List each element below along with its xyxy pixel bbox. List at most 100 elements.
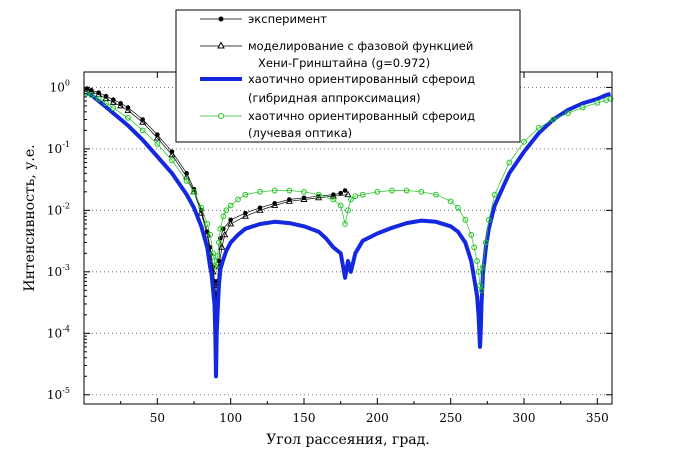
data-point [491, 191, 498, 198]
x-tick-label: 300 [513, 411, 536, 425]
data-point [204, 221, 211, 227]
data-point [344, 190, 352, 198]
legend-marker [217, 41, 225, 49]
data-point [482, 239, 489, 246]
data-point [478, 287, 485, 294]
y-tick-label: 10-4 [47, 324, 70, 340]
data-point [211, 258, 218, 264]
data-point [183, 178, 190, 184]
data-point [216, 239, 222, 246]
data-point [594, 99, 601, 106]
legend-label: (гибридная аппроксимация) [248, 91, 421, 105]
data-point [217, 225, 224, 232]
data-point [285, 197, 293, 204]
data-point [257, 188, 263, 195]
data-point [218, 243, 226, 250]
data-point [256, 206, 264, 213]
series-3 [84, 90, 614, 294]
y-tick-label: 10-1 [47, 140, 70, 156]
data-point [352, 193, 359, 200]
data-point [342, 221, 348, 227]
x-tick-label: 100 [219, 411, 242, 425]
data-point [88, 92, 95, 98]
data-point [95, 95, 102, 102]
data-point [83, 85, 91, 93]
data-point [203, 230, 211, 238]
legend-marker [218, 16, 224, 22]
data-point [329, 192, 337, 199]
data-point [550, 116, 557, 123]
data-point [191, 188, 197, 195]
data-point [468, 231, 475, 238]
data-point [210, 250, 216, 257]
data-point [315, 193, 323, 201]
data-point [221, 230, 229, 238]
data-point [271, 201, 279, 208]
x-tick-label: 250 [439, 411, 462, 425]
data-point [315, 191, 322, 198]
data-point [227, 220, 235, 227]
series-layer [83, 85, 614, 379]
data-point [475, 268, 482, 275]
data-point [153, 134, 161, 141]
data-point [242, 191, 249, 198]
data-point [474, 258, 480, 264]
data-point [286, 187, 293, 194]
ticks: 100 10-1 10-2 10-3 10-4 10-5 50 100 150 200 250 300… [47, 72, 612, 425]
y-axis-title: Интенсивность, у.е. [22, 144, 38, 291]
x-tick-label: 350 [586, 411, 609, 425]
legend-label: (лучевая оптика) [248, 126, 352, 140]
data-point [342, 188, 348, 193]
data-point [348, 196, 354, 203]
data-point [241, 212, 249, 219]
series-line [85, 90, 611, 379]
data-point [154, 141, 161, 147]
data-point [213, 264, 219, 270]
legend-label: хаотично ориентированный сфероид [248, 72, 475, 86]
data-point [198, 204, 205, 211]
data-point [607, 95, 614, 102]
data-point [228, 217, 233, 223]
data-point [235, 196, 241, 203]
data-point [207, 231, 214, 238]
data-point [480, 264, 486, 270]
x-axis-title: Угол рассеяния, град. [266, 432, 429, 448]
data-point [433, 191, 439, 198]
data-point [117, 101, 125, 109]
data-point [338, 190, 343, 196]
data-point [565, 110, 571, 117]
series-line [86, 92, 611, 291]
data-point [223, 207, 230, 214]
data-point [103, 100, 109, 107]
data-point [418, 188, 425, 195]
y-tick-label: 100 [50, 78, 70, 94]
data-point [214, 253, 221, 260]
data-point [301, 188, 307, 195]
data-point [455, 204, 461, 211]
data-point [300, 195, 308, 202]
data-point [337, 202, 344, 209]
data-point [168, 150, 176, 158]
legend-box [175, 9, 521, 143]
legend: эксперимент моделирование с фазовой функц… [175, 9, 521, 143]
y-tick-label: 10-3 [47, 263, 70, 279]
data-point [139, 118, 147, 125]
data-point [220, 213, 227, 220]
x-tick-label: 50 [150, 411, 165, 425]
data-point [359, 191, 366, 198]
x-tick-label: 200 [366, 411, 389, 425]
data-point [403, 187, 410, 194]
series-2 [85, 90, 611, 379]
data-point [139, 127, 146, 134]
data-point [124, 106, 132, 113]
legend-label: Хени-Гринштайна (g=0.972) [258, 56, 430, 70]
data-point [109, 98, 117, 105]
data-point [125, 114, 131, 121]
legend-marker [218, 113, 224, 119]
data-point [227, 202, 234, 209]
data-point [462, 216, 469, 223]
data-point [330, 196, 337, 203]
data-point [521, 138, 527, 145]
data-point [485, 216, 492, 223]
